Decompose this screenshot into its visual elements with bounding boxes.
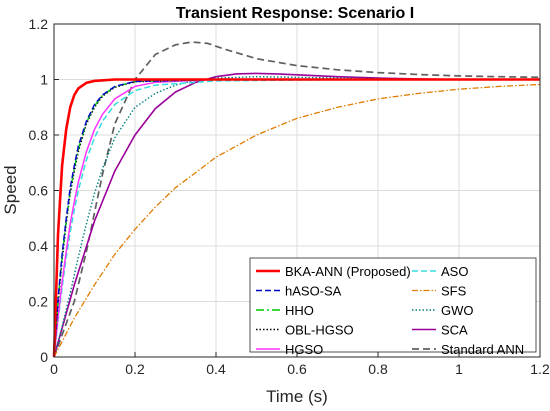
legend-entry-label: HHO — [285, 303, 314, 318]
x-tick-label: 0.4 — [206, 361, 226, 377]
chart-title: Transient Response: Scenario I — [176, 5, 414, 22]
x-axis-label: Time (s) — [266, 387, 328, 406]
plot-frame — [53, 23, 541, 358]
x-tick-label: 0.2 — [125, 361, 145, 377]
legend-entry-label: SCA — [441, 323, 468, 338]
y-tick-label: 0 — [40, 349, 48, 365]
y-tick-label: 0.8 — [29, 127, 49, 143]
legend: BKA-ANN (Proposed) hASO-SA HHO OBL-HGSO HGSO… — [249, 257, 537, 357]
series-line-bka-ann-proposed — [52, 78, 540, 358]
legend-entry-label: OBL-HGSO — [285, 323, 354, 338]
x-tick-label: 0 — [50, 361, 58, 377]
series-lines — [52, 41, 541, 358]
legend-entry-label: HGSO — [285, 342, 323, 357]
legend-entry-label: ASO — [441, 264, 468, 279]
y-tick-label: 0.2 — [29, 294, 49, 310]
x-tick-label: 1.2 — [530, 361, 550, 377]
series-line-standard-ann — [53, 41, 541, 358]
x-tick-label: 0.8 — [368, 361, 388, 377]
x-tick-label: 1 — [455, 361, 463, 377]
y-axis-ticks: 0 0.2 0.4 0.6 0.8 1 1.2 — [29, 16, 59, 365]
legend-entry-label: BKA-ANN (Proposed) — [285, 264, 411, 279]
y-tick-label: 1 — [40, 72, 48, 88]
series-line-haso-sa — [53, 78, 540, 358]
legend-box — [249, 257, 537, 353]
x-axis-ticks: 0 0.2 0.4 0.6 0.8 1 1.2 — [50, 352, 550, 377]
y-tick-label: 0.6 — [29, 183, 49, 199]
legend-entry-label: Standard ANN — [441, 342, 524, 357]
y-axis-label: Speed — [1, 165, 20, 214]
series-line-gwo — [53, 76, 540, 358]
legend-entry-label: SFS — [441, 284, 467, 299]
legend-entry-label: hASO-SA — [285, 284, 342, 299]
legend-entry-label: GWO — [441, 303, 474, 318]
series-line-hho — [53, 78, 540, 358]
y-tick-label: 0.4 — [29, 238, 49, 254]
x-tick-label: 0.6 — [287, 361, 307, 377]
y-tick-label: 1.2 — [29, 16, 49, 32]
